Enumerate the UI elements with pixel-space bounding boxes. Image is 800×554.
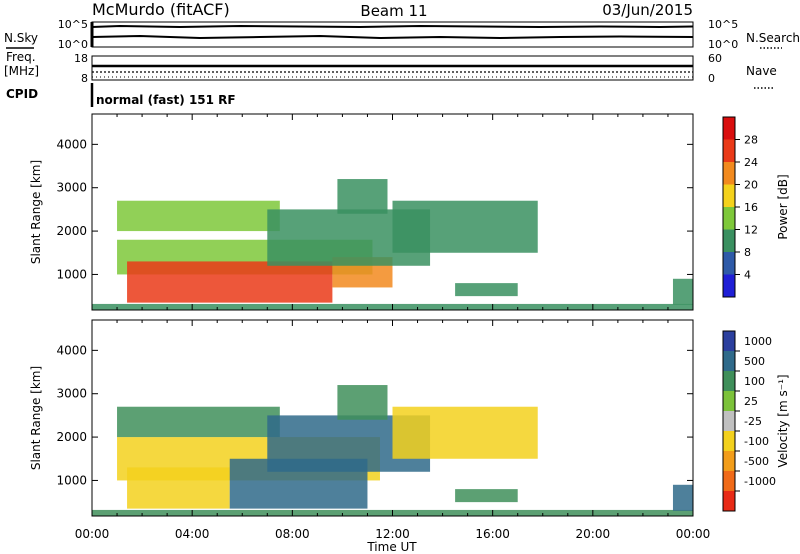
- power-region: [672, 278, 693, 305]
- velocity-region: [672, 484, 693, 511]
- beam-title: Beam 11: [360, 2, 427, 20]
- x-tick-label: 16:00: [475, 527, 510, 541]
- x-tick-label: 00:00: [75, 527, 110, 541]
- cpid-text: normal (fast) 151 RF: [96, 93, 236, 107]
- velocity-colorbar-label: Velocity [m s⁻¹]: [776, 374, 790, 467]
- velocity-colorbar-tick-label: -100: [744, 435, 769, 448]
- noise-panel: [90, 21, 694, 48]
- freq-unit: [MHz]: [4, 64, 39, 78]
- velocity-colorbar-tick-label: 500: [744, 355, 765, 368]
- x-tick-label: 00:00: [676, 527, 711, 541]
- nave-tick-top: 60: [708, 52, 722, 65]
- power-colorbar-segment: [723, 139, 735, 162]
- power-region: [337, 179, 388, 214]
- power-colorbar-tick-label: 24: [744, 156, 758, 169]
- power-colorbar-label: Power [dB]: [776, 174, 790, 239]
- power-colorbar-segment: [723, 207, 735, 230]
- velocity-region: [455, 489, 518, 503]
- nsearch-tick-top: 10^5: [708, 18, 738, 31]
- velocity-colorbar-tick-label: -1000: [744, 475, 776, 488]
- y-tick-label: 1000: [56, 473, 87, 487]
- velocity-colorbar-segment: [723, 371, 735, 391]
- y-tick-label: 3000: [56, 181, 87, 195]
- nave-tick-bottom: 0: [708, 72, 715, 85]
- velocity-region: [117, 406, 280, 438]
- nave-label: Nave: [746, 64, 777, 78]
- x-tick-label: 12:00: [375, 527, 410, 541]
- power-colorbar-segment: [723, 162, 735, 185]
- velocity-colorbar-segment: [723, 431, 735, 451]
- x-tick-label: 04:00: [175, 527, 210, 541]
- freq-nave-panel: [91, 55, 694, 81]
- freq-tick-top: 18: [74, 52, 88, 65]
- velocity-x-ticks: [91, 320, 694, 516]
- y-tick-label: 4000: [56, 137, 87, 151]
- nsearch-tick-bottom: 10^0: [708, 38, 738, 51]
- x-tick-label: 08:00: [275, 527, 310, 541]
- power-colorbar-tick-label: 20: [744, 179, 758, 192]
- velocity-ylabel: Slant Range [km]: [29, 366, 43, 470]
- velocity-region: [127, 467, 230, 509]
- x-axis-label: Time UT: [366, 540, 417, 554]
- y-tick-label: 4000: [56, 343, 87, 357]
- velocity-region: [392, 406, 538, 459]
- velocity-data-layer: [92, 385, 693, 516]
- x-tick-labels: 00:00 04:00 08:00 12:00 16:00 20:00 00:00: [75, 527, 711, 541]
- velocity-colorbar-segment: [723, 451, 735, 471]
- x-tick-label: 20:00: [576, 527, 611, 541]
- velocity-colorbar-segment: [723, 411, 735, 431]
- power-ylabel: Slant Range [km]: [29, 160, 43, 264]
- nsky-trace: [91, 24, 694, 29]
- velocity-y-ticks: 1000 2000 3000 4000: [56, 343, 693, 487]
- y-tick-label: 2000: [56, 224, 87, 238]
- velocity-colorbar-tick-label: -500: [744, 455, 769, 468]
- nsky-tick-bottom: 10^0: [58, 38, 88, 51]
- velocity-colorbar-tick-label: 25: [744, 395, 758, 408]
- velocity-colorbar-segment: [723, 351, 735, 371]
- freq-tick-bottom: 8: [81, 72, 88, 85]
- velocity-colorbar-tick-label: -25: [744, 415, 762, 428]
- nsearch-trace: [91, 34, 694, 40]
- power-colorbar-segment: [723, 117, 735, 140]
- power-colorbar-segment: [723, 184, 735, 207]
- cpid-label: CPID: [6, 87, 38, 101]
- power-colorbar-segment: [723, 229, 735, 252]
- y-tick-label: 1000: [56, 267, 87, 281]
- power-colorbar-segment: [723, 274, 735, 297]
- velocity-colorbar-segment: [723, 331, 735, 351]
- power-region: [455, 283, 518, 297]
- velocity-region: [337, 385, 388, 420]
- y-tick-label: 3000: [56, 387, 87, 401]
- power-colorbar-tick-label: 16: [744, 201, 758, 214]
- power-region: [117, 200, 280, 232]
- freq-label: Freq.: [6, 50, 36, 64]
- velocity-colorbar-tick-label: 100: [744, 375, 765, 388]
- power-region: [127, 261, 333, 303]
- y-tick-label: 2000: [56, 430, 87, 444]
- power-colorbar-tick-label: 12: [744, 224, 758, 237]
- velocity-colorbar-segment: [723, 471, 735, 491]
- power-colorbar: 4 8 12 16 20 24 28: [722, 116, 758, 298]
- velocity-colorbar-tick-label: 1000: [744, 335, 772, 348]
- power-colorbar-tick-label: 8: [744, 246, 751, 259]
- power-x-ticks: [91, 114, 694, 310]
- velocity-colorbar: 1000 500 100 25 -25 -100 -500 -1000: [722, 330, 776, 512]
- power-panel: 1000 2000 3000 4000: [56, 113, 694, 311]
- power-colorbar-segment: [723, 252, 735, 275]
- power-data-layer: [92, 179, 693, 310]
- power-colorbar-tick-label: 28: [744, 134, 758, 147]
- station-title: McMurdo (fitACF): [92, 0, 230, 19]
- date-title: 03/Jun/2015: [602, 1, 693, 19]
- velocity-panel: 1000 2000 3000 4000: [56, 319, 694, 517]
- nsky-tick-top: 10^5: [58, 18, 88, 31]
- velocity-colorbar-segment: [723, 391, 735, 411]
- nsky-label: N.Sky: [4, 31, 38, 45]
- power-y-ticks: 1000 2000 3000 4000: [56, 137, 693, 281]
- nsearch-label: N.Search: [746, 31, 800, 45]
- velocity-colorbar-segment: [723, 491, 735, 511]
- power-region: [392, 200, 538, 253]
- power-colorbar-tick-label: 4: [744, 269, 751, 282]
